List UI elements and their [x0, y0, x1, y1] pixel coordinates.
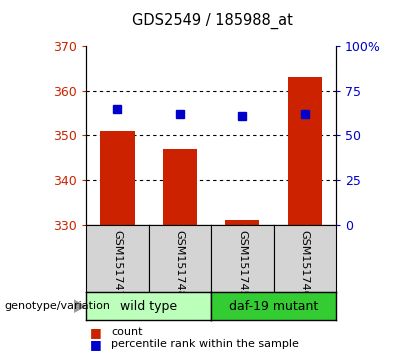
Text: ■: ■	[90, 326, 102, 338]
Bar	[163, 149, 197, 225]
Bar	[100, 131, 134, 225]
Polygon shape	[74, 300, 85, 313]
Text: GSM151745: GSM151745	[237, 230, 247, 298]
Text: GSM151748: GSM151748	[175, 230, 185, 298]
Text: wild type: wild type	[120, 300, 177, 313]
Text: GSM151746: GSM151746	[300, 230, 310, 298]
Bar	[288, 77, 322, 225]
Text: GSM151747: GSM151747	[112, 230, 122, 298]
Bar	[225, 220, 260, 225]
Text: GDS2549 / 185988_at: GDS2549 / 185988_at	[131, 12, 293, 29]
Text: genotype/variation: genotype/variation	[4, 301, 110, 311]
Text: ■: ■	[90, 338, 102, 350]
Text: daf-19 mutant: daf-19 mutant	[229, 300, 318, 313]
Text: percentile rank within the sample: percentile rank within the sample	[111, 339, 299, 349]
Text: count: count	[111, 327, 143, 337]
